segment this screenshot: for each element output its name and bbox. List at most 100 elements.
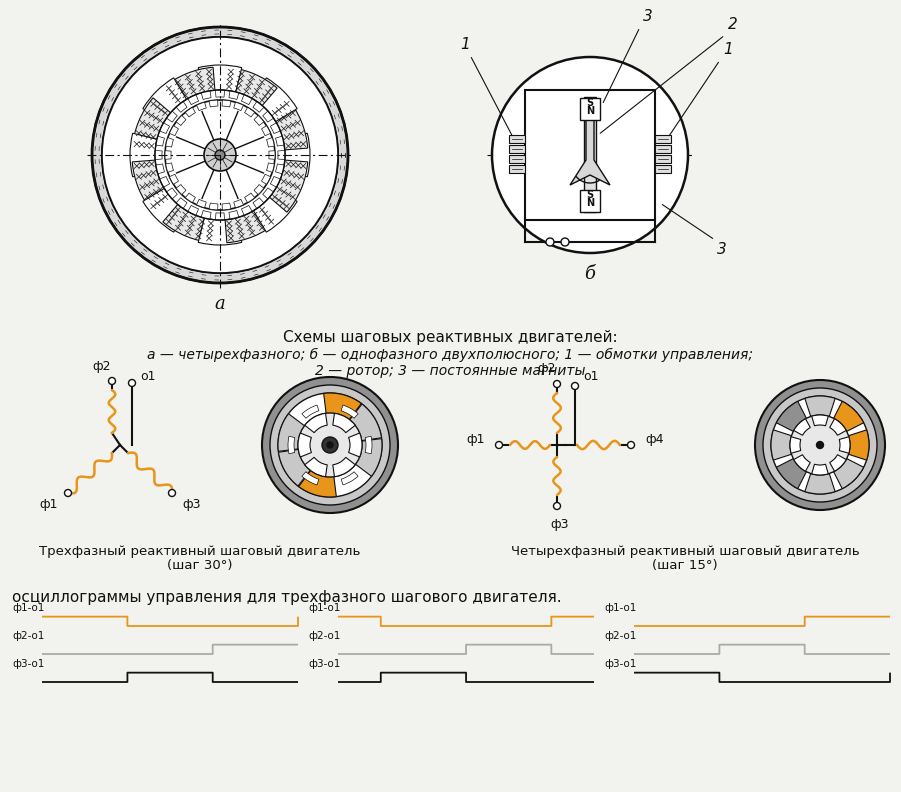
Wedge shape bbox=[278, 413, 330, 451]
Text: S: S bbox=[587, 190, 594, 200]
Wedge shape bbox=[269, 160, 308, 212]
Circle shape bbox=[763, 388, 877, 502]
Wedge shape bbox=[305, 457, 327, 477]
Wedge shape bbox=[167, 111, 177, 122]
Wedge shape bbox=[253, 198, 264, 208]
Bar bbox=[655, 155, 671, 163]
Wedge shape bbox=[209, 100, 218, 107]
Wedge shape bbox=[176, 101, 187, 112]
Wedge shape bbox=[215, 90, 224, 97]
Wedge shape bbox=[201, 91, 211, 100]
Text: осциллограммы управления для трехфазного шагового двигателя.: осциллограммы управления для трехфазного… bbox=[12, 590, 561, 605]
Wedge shape bbox=[222, 203, 231, 210]
Circle shape bbox=[102, 37, 338, 273]
Circle shape bbox=[816, 441, 824, 448]
Wedge shape bbox=[330, 439, 382, 476]
Wedge shape bbox=[196, 102, 206, 111]
Wedge shape bbox=[276, 164, 284, 174]
Wedge shape bbox=[187, 94, 198, 105]
Text: ф1: ф1 bbox=[467, 433, 485, 447]
Wedge shape bbox=[261, 126, 270, 135]
Wedge shape bbox=[198, 218, 241, 245]
Wedge shape bbox=[186, 193, 196, 203]
Text: ф1: ф1 bbox=[40, 498, 58, 511]
Text: 2: 2 bbox=[728, 17, 738, 32]
Text: о1: о1 bbox=[140, 371, 156, 383]
Wedge shape bbox=[820, 402, 864, 445]
Wedge shape bbox=[132, 160, 170, 212]
Wedge shape bbox=[278, 150, 285, 159]
Wedge shape bbox=[254, 116, 264, 125]
Bar bbox=[525, 90, 655, 220]
Circle shape bbox=[561, 238, 569, 246]
Circle shape bbox=[204, 139, 236, 171]
Wedge shape bbox=[225, 67, 278, 105]
Wedge shape bbox=[305, 413, 327, 432]
Circle shape bbox=[270, 385, 390, 505]
Circle shape bbox=[496, 441, 503, 448]
Text: ф2-о1: ф2-о1 bbox=[604, 631, 636, 641]
Wedge shape bbox=[830, 455, 846, 471]
Wedge shape bbox=[794, 419, 810, 436]
Wedge shape bbox=[830, 419, 846, 436]
Text: ф1-о1: ф1-о1 bbox=[12, 603, 44, 613]
Wedge shape bbox=[156, 136, 165, 146]
Wedge shape bbox=[233, 102, 243, 111]
Wedge shape bbox=[229, 91, 239, 100]
Wedge shape bbox=[283, 133, 310, 177]
Wedge shape bbox=[253, 101, 264, 112]
Text: (шаг 30°): (шаг 30°) bbox=[168, 559, 232, 572]
Wedge shape bbox=[341, 472, 358, 485]
Wedge shape bbox=[196, 200, 206, 208]
Circle shape bbox=[168, 489, 176, 497]
Wedge shape bbox=[244, 108, 255, 117]
Text: ф2: ф2 bbox=[93, 360, 111, 373]
Wedge shape bbox=[332, 413, 355, 432]
Wedge shape bbox=[267, 138, 274, 147]
Circle shape bbox=[492, 57, 688, 253]
Text: б: б bbox=[585, 265, 596, 283]
Wedge shape bbox=[805, 445, 835, 494]
Wedge shape bbox=[163, 67, 215, 105]
Wedge shape bbox=[132, 98, 170, 150]
Wedge shape bbox=[222, 100, 231, 107]
Wedge shape bbox=[261, 174, 270, 185]
Wedge shape bbox=[288, 436, 295, 454]
Wedge shape bbox=[159, 123, 169, 134]
Bar bbox=[509, 145, 525, 153]
Wedge shape bbox=[176, 116, 186, 125]
Wedge shape bbox=[820, 430, 869, 460]
Wedge shape bbox=[299, 445, 336, 497]
Bar bbox=[509, 135, 525, 143]
Text: 2 — ротор; 3 — постоянные магниты: 2 — ротор; 3 — постоянные магниты bbox=[314, 364, 586, 378]
Wedge shape bbox=[276, 136, 284, 146]
Wedge shape bbox=[169, 174, 178, 185]
Wedge shape bbox=[269, 98, 308, 150]
Text: Схемы шаговых реактивных двигателей:: Схемы шаговых реактивных двигателей: bbox=[283, 330, 617, 345]
Wedge shape bbox=[790, 436, 801, 453]
Text: 1: 1 bbox=[460, 37, 470, 52]
Wedge shape bbox=[298, 433, 312, 457]
Circle shape bbox=[755, 380, 885, 510]
Wedge shape bbox=[805, 396, 835, 445]
Wedge shape bbox=[244, 193, 255, 203]
Text: а: а bbox=[214, 295, 225, 313]
Circle shape bbox=[771, 396, 869, 494]
Text: ф3-о1: ф3-о1 bbox=[12, 659, 44, 669]
Text: ф4: ф4 bbox=[645, 433, 663, 447]
Bar bbox=[509, 155, 525, 163]
Text: 1: 1 bbox=[723, 42, 733, 57]
Text: ф2-о1: ф2-о1 bbox=[308, 631, 341, 641]
Circle shape bbox=[546, 238, 554, 246]
Wedge shape bbox=[130, 133, 157, 177]
Wedge shape bbox=[176, 185, 186, 195]
Wedge shape bbox=[323, 393, 361, 445]
Text: S: S bbox=[587, 98, 594, 108]
Wedge shape bbox=[201, 211, 211, 219]
Wedge shape bbox=[186, 108, 196, 117]
Circle shape bbox=[571, 383, 578, 390]
Wedge shape bbox=[253, 188, 297, 232]
Wedge shape bbox=[341, 405, 358, 418]
Wedge shape bbox=[159, 177, 169, 187]
Wedge shape bbox=[143, 78, 187, 121]
